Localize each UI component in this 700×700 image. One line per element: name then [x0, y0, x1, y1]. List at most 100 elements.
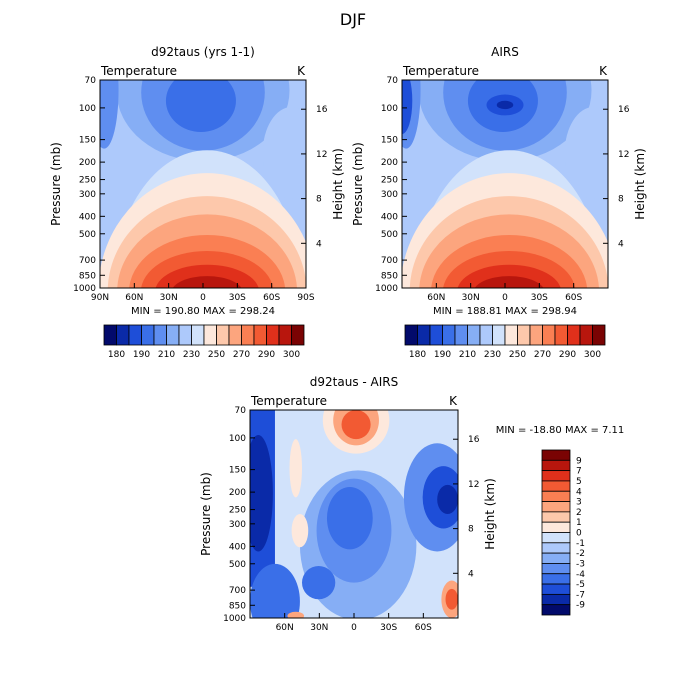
y-tick-label: 1000 [73, 284, 96, 294]
colorbar-swatch [541, 604, 571, 616]
colorbar-label: 180 [108, 350, 125, 360]
colorbar-label: 270 [233, 350, 250, 360]
panel-variable-label-2: Temperature [402, 64, 479, 78]
contour-band [341, 410, 371, 440]
colorbar-swatch [241, 324, 255, 346]
panel-minmax-3: MIN = -18.80 MAX = 7.11 [496, 425, 625, 436]
x-tick-label: 60N [125, 293, 143, 303]
colorbar-swatch [542, 324, 556, 346]
y-tick-label: 200 [229, 488, 246, 498]
x-tick-label: 60N [276, 623, 294, 633]
colorbar-swatch [442, 324, 456, 346]
colorbar-swatch [429, 324, 443, 346]
colorbar-swatch [579, 324, 593, 346]
y-axis-label: Pressure (mb) [351, 142, 365, 226]
y-axis-label: Pressure (mb) [199, 472, 213, 556]
panel-variable-label-3: Temperature [250, 394, 327, 408]
y-right-tick-label: 4 [468, 569, 474, 579]
panel-minmax-2: MIN = 188.81 MAX = 298.94 [433, 306, 577, 317]
contour-band [100, 80, 119, 149]
x-tick-label: 30N [462, 293, 480, 303]
y-right-tick-label: 4 [618, 239, 624, 249]
y-tick-label: 200 [79, 158, 96, 168]
y-tick-label: 300 [79, 190, 96, 200]
contour-band [474, 276, 544, 288]
colorbar-swatch [541, 490, 571, 502]
colorbar-swatch [504, 324, 518, 346]
colorbar-swatch [541, 501, 571, 513]
x-tick-label: 0 [351, 623, 357, 633]
colorbar-label: 300 [584, 350, 601, 360]
colorbar-swatch [417, 324, 431, 346]
colorbar-label: 210 [158, 350, 175, 360]
y-right-tick-label: 4 [316, 239, 322, 249]
colorbar-label: 290 [559, 350, 576, 360]
colorbar-swatch [541, 480, 571, 492]
colorbar-swatch [141, 324, 155, 346]
colorbar-label: -7 [576, 590, 585, 600]
colorbar-label: -1 [576, 539, 585, 549]
colorbar-label: 9 [576, 456, 582, 466]
y-tick-label: 500 [381, 230, 398, 240]
colorbar-swatch [554, 324, 568, 346]
colorbar-label: 3 [576, 498, 582, 508]
y-right-tick-label: 8 [316, 195, 322, 205]
x-tick-label: 30S [229, 293, 246, 303]
colorbar-swatch [541, 593, 571, 606]
colorbar-swatch [541, 459, 571, 472]
x-tick-label: 30S [380, 623, 397, 633]
colorbar-swatch [541, 563, 571, 575]
panel-units-label-1: K [297, 64, 306, 78]
colorbar-swatch [116, 324, 130, 346]
colorbar-label: 250 [509, 350, 526, 360]
colorbar-swatch [541, 573, 571, 585]
y-axis-label: Pressure (mb) [49, 142, 63, 226]
colorbar-swatch [541, 470, 571, 482]
panel-contour-fill [402, 80, 608, 288]
panel-title-2: AIRS [491, 45, 519, 59]
panel-units-label-3: K [449, 394, 458, 408]
colorbar-label: 4 [576, 487, 582, 497]
x-tick-label: 60S [263, 293, 280, 303]
colorbar-swatch [517, 324, 531, 346]
contour-band [172, 276, 242, 288]
colorbar-label: -2 [576, 549, 585, 559]
x-tick-label: 0 [502, 293, 508, 303]
panel-minmax-1: MIN = 190.80 MAX = 298.24 [131, 306, 275, 317]
colorbar-swatch [203, 324, 217, 346]
colorbar-label: 300 [283, 350, 300, 360]
x-tick-label: 90S [297, 293, 314, 303]
colorbar-label: 7 [576, 467, 582, 477]
y-right-tick-label: 8 [468, 525, 474, 535]
y-tick-label: 500 [229, 560, 246, 570]
x-tick-label: 30N [160, 293, 178, 303]
colorbar-swatch [153, 324, 167, 346]
y-tick-label: 1000 [375, 284, 398, 294]
y-tick-label: 1000 [223, 614, 246, 624]
contour-band [496, 100, 514, 110]
y-tick-label: 100 [229, 434, 246, 444]
panel-title-1: d92taus (yrs 1-1) [151, 45, 255, 59]
y-tick-label: 300 [229, 520, 246, 530]
colorbar-label: 270 [534, 350, 551, 360]
contour-band [262, 107, 306, 199]
colorbar-swatch [454, 324, 468, 346]
colorbar-swatch [266, 324, 280, 346]
panel-units-label-2: K [599, 64, 608, 78]
x-tick-label: 60S [415, 623, 432, 633]
colorbar-swatch [479, 324, 493, 346]
colorbar-label: -3 [576, 559, 585, 569]
y-tick-label: 850 [79, 271, 96, 281]
y-tick-label: 100 [79, 104, 96, 114]
colorbar-swatch [191, 324, 205, 346]
colorbar-label: 210 [459, 350, 476, 360]
y-tick-label: 300 [381, 190, 398, 200]
contour-band [250, 434, 273, 552]
colorbar-swatch [291, 324, 305, 346]
contour-band [326, 486, 373, 550]
contour-band [291, 514, 309, 548]
y-tick-label: 100 [381, 104, 398, 114]
colorbar-label: 2 [576, 508, 582, 518]
colorbar-swatch [166, 324, 180, 346]
contour-band [287, 611, 305, 618]
